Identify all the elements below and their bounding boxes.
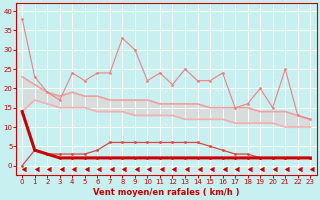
X-axis label: Vent moyen/en rafales ( km/h ): Vent moyen/en rafales ( km/h ) [93,188,239,197]
